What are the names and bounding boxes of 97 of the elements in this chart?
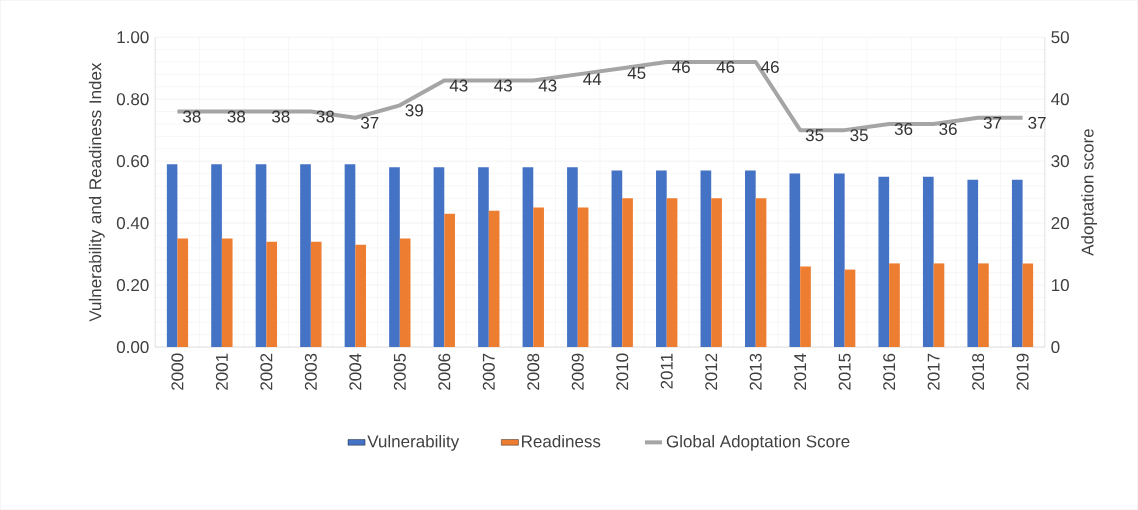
x-tick-label: 2018 xyxy=(972,353,985,390)
bar xyxy=(266,241,278,347)
x-tick-label: 2016 xyxy=(883,353,896,390)
bar xyxy=(755,198,767,347)
bar xyxy=(433,167,445,347)
x-tick-label: 2010 xyxy=(616,353,629,390)
data-label: 43 xyxy=(449,79,468,92)
data-label: 36 xyxy=(894,122,913,135)
bar xyxy=(656,170,667,347)
bar xyxy=(166,164,178,347)
bar xyxy=(478,167,489,347)
bar xyxy=(255,164,267,347)
x-tick-label: 2002 xyxy=(260,353,273,390)
data-label: 46 xyxy=(672,60,690,73)
y2-tick-label: 10 xyxy=(1052,278,1069,292)
bar xyxy=(577,207,589,347)
data-label: 38 xyxy=(272,110,290,123)
bar xyxy=(399,238,411,347)
bar xyxy=(889,263,900,347)
data-label: 46 xyxy=(761,60,779,73)
y-tick-label: 1.00 xyxy=(117,31,149,44)
bar xyxy=(567,167,578,347)
bar xyxy=(488,210,500,347)
x-tick-label: 2005 xyxy=(393,353,406,390)
data-label: 44 xyxy=(583,73,602,85)
y2-tick-label: 0 xyxy=(1051,340,1060,353)
x-tick-label: 2006 xyxy=(438,353,451,390)
data-label: 38 xyxy=(316,110,335,123)
bar xyxy=(300,164,311,347)
data-label: 37 xyxy=(983,116,1002,129)
data-label: 35 xyxy=(850,129,868,142)
bar xyxy=(1011,179,1023,347)
bar xyxy=(711,198,722,347)
bar xyxy=(310,241,322,347)
data-label: 43 xyxy=(494,79,512,92)
bar xyxy=(1022,263,1034,347)
x-tick-label: 2011 xyxy=(660,353,673,389)
x-tick-label: 2004 xyxy=(349,353,362,390)
data-label: 46 xyxy=(716,60,735,73)
data-label: 39 xyxy=(405,104,423,117)
x-tick-label: 2012 xyxy=(705,353,718,390)
data-label: 45 xyxy=(627,67,646,79)
y-axis-title: Vulnerability and Readiness Index xyxy=(88,62,105,322)
x-tick-label: 2008 xyxy=(527,353,540,390)
bar xyxy=(967,179,979,347)
y-tick-label: 0.80 xyxy=(116,93,149,106)
bar xyxy=(933,263,945,347)
x-tick-label: 2015 xyxy=(838,353,851,390)
x-tick-label: 2013 xyxy=(749,353,762,390)
bar xyxy=(389,167,400,347)
bar xyxy=(177,238,189,347)
x-tick-label: 2000 xyxy=(171,353,184,390)
x-tick-label: 2009 xyxy=(571,353,584,390)
bar xyxy=(844,269,856,347)
data-label: 43 xyxy=(538,79,557,92)
data-label: 37 xyxy=(1028,116,1046,129)
y2-tick-label: 40 xyxy=(1051,93,1069,106)
bar xyxy=(700,170,712,347)
bar xyxy=(666,198,678,347)
legend-label: Readiness xyxy=(522,434,601,448)
bar xyxy=(622,198,633,347)
x-tick-label: 2017 xyxy=(927,353,940,390)
bar xyxy=(922,176,934,347)
bar xyxy=(611,170,623,347)
bar xyxy=(444,213,455,347)
y2-tick-label: 30 xyxy=(1051,155,1069,168)
y2-axis-title: Adoptation score xyxy=(1081,129,1097,256)
x-tick-label: 2003 xyxy=(304,353,317,390)
x-tick-label: 2019 xyxy=(1016,353,1029,390)
bar xyxy=(522,167,534,347)
y2-tick-label: 50 xyxy=(1051,31,1069,44)
bar xyxy=(211,164,222,347)
data-label: 36 xyxy=(939,122,957,135)
bar xyxy=(789,173,801,347)
y-tick-label: 0.00 xyxy=(116,340,149,353)
x-tick-label: 2007 xyxy=(482,353,495,390)
data-label: 35 xyxy=(805,129,824,142)
bar xyxy=(800,266,811,347)
bar xyxy=(221,238,233,347)
bar xyxy=(878,176,890,347)
data-label: 38 xyxy=(227,110,246,123)
legend-label: Vulnerability xyxy=(367,434,460,451)
y-tick-label: 0.60 xyxy=(116,155,149,168)
y-tick-label: 0.40 xyxy=(116,217,149,230)
bar xyxy=(355,244,367,347)
bar xyxy=(978,263,989,347)
bar xyxy=(344,164,356,347)
bar xyxy=(833,173,845,347)
data-label: 37 xyxy=(360,116,379,129)
y2-tick-label: 20 xyxy=(1051,217,1069,230)
y-tick-label: 0.20 xyxy=(116,278,149,292)
bar xyxy=(533,207,544,347)
x-tick-label: 2014 xyxy=(794,353,807,390)
data-label: 38 xyxy=(183,110,201,123)
bar xyxy=(745,170,756,347)
legend-label: Global Adoptation Score xyxy=(666,434,850,451)
x-tick-label: 2001 xyxy=(215,353,228,390)
